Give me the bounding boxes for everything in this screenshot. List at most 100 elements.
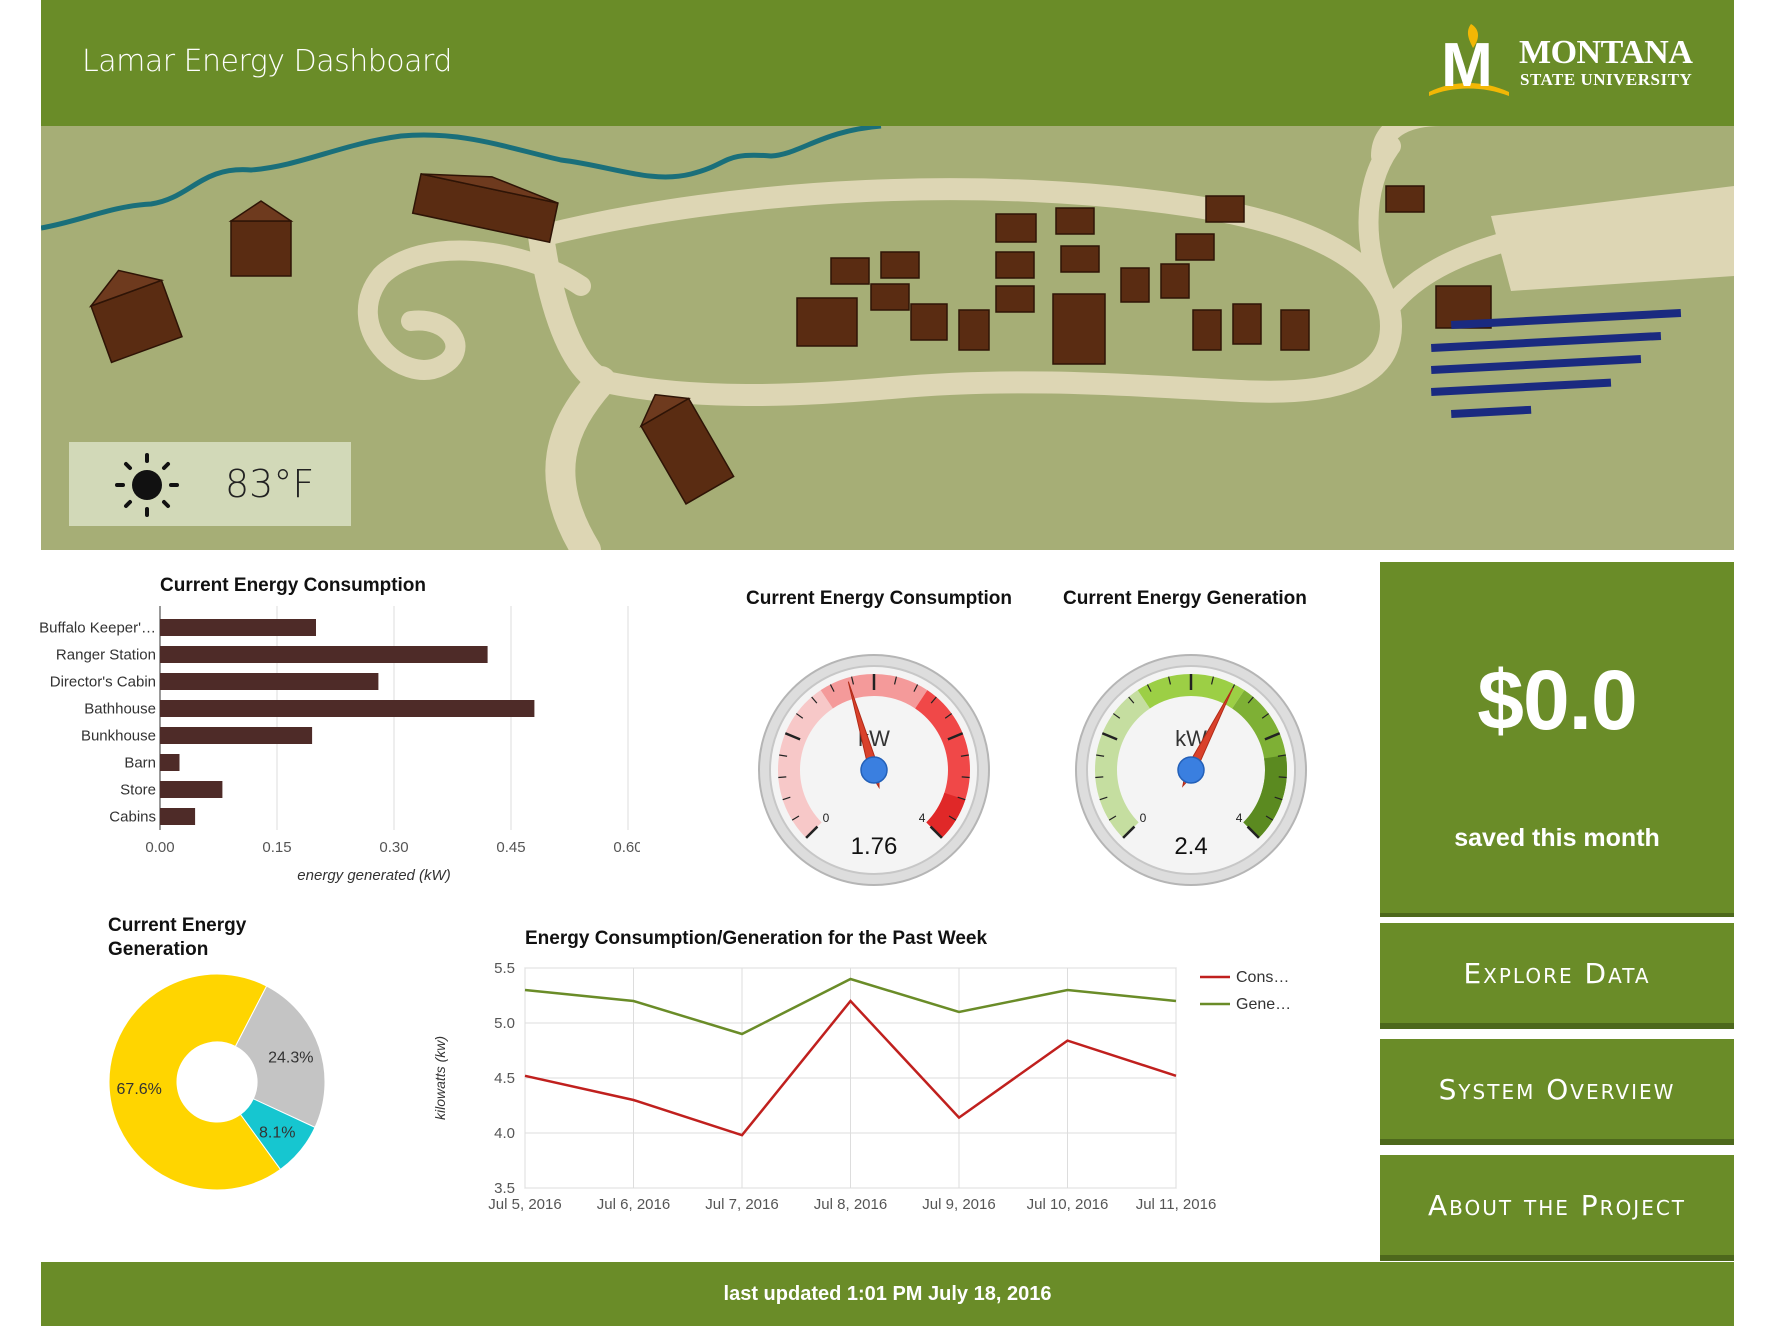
explore-data-button[interactable]: Explore Data (1380, 923, 1734, 1023)
line-chart-title: Energy Consumption/Generation for the Pa… (525, 928, 988, 949)
gauge-max-label: 4 (1236, 811, 1243, 825)
gauge-tick (1096, 754, 1105, 757)
gauge-band (1137, 674, 1245, 709)
bar (160, 781, 223, 798)
donut-slice-label: 24.3% (268, 1050, 313, 1067)
y-tick-label: 4.0 (494, 1125, 515, 1142)
y-tick-label: Store (120, 782, 156, 799)
gauge-tick (782, 796, 791, 801)
y-tick-label: Cabins (109, 809, 156, 826)
app-title: Lamar Energy Dashboard (82, 44, 452, 79)
gauge-tick (1247, 696, 1254, 704)
y-axis-label: kilowatts (kw) (432, 1036, 448, 1120)
bar-chart-title: Current Energy Consumption (160, 575, 427, 596)
gauge-tick (893, 676, 897, 685)
savings-panel: $0.0 saved this month (1380, 562, 1734, 913)
gauge-hub (860, 756, 888, 784)
system-overview-button[interactable]: System Overview (1380, 1039, 1734, 1139)
gauge-tick (1146, 684, 1152, 692)
gauge-tick (1264, 732, 1281, 741)
logo-subtitle: STATE UNIVERSITY (1520, 70, 1693, 89)
x-axis-label: energy generated (kW) (297, 867, 450, 884)
gauge-tick (960, 754, 969, 757)
x-tick-label: Jul 6, 2016 (597, 1196, 670, 1213)
roads (357, 126, 1734, 550)
donut-slice-label: 8.1% (259, 1125, 295, 1142)
gauge-tick (929, 825, 943, 839)
x-tick-label: 0.15 (262, 839, 291, 856)
x-tick-label: Jul 9, 2016 (922, 1196, 995, 1213)
donut-slice (234, 985, 326, 1129)
gauge-hub (1177, 756, 1205, 784)
bar (160, 619, 316, 636)
gauge-tick (1099, 796, 1108, 801)
y-tick-label: Buffalo Keeper'… (39, 620, 156, 637)
gauge-min-label: 0 (1140, 811, 1147, 825)
weather-widget: 83°F (69, 442, 351, 526)
savings-value: $0.0 (1477, 653, 1638, 747)
gauge-tick (778, 776, 787, 779)
gauge-tick (1261, 713, 1270, 719)
legend-label: Cons… (1236, 969, 1289, 986)
about-project-button[interactable]: About the Project (1380, 1155, 1734, 1255)
bar (160, 700, 535, 717)
series-line (524, 977, 1177, 1036)
gauge-tick (930, 696, 937, 704)
y-tick-label: Director's Cabin (50, 674, 156, 691)
gauge-tick (961, 776, 970, 779)
last-updated-text: last updated 1:01 PM July 18, 2016 (723, 1282, 1052, 1305)
gauge-tick (1277, 754, 1286, 757)
gauge-max-label: 4 (919, 811, 926, 825)
gauge-tick (1095, 776, 1104, 779)
gauge-tick (791, 815, 800, 821)
gauge-tick (829, 684, 835, 692)
gauge-generation-title: Current Energy Generation (1063, 588, 1307, 609)
gauge-tick (1274, 796, 1283, 801)
consumption-bar-chart: 0.00 0.15 0.30 0.45 0.60 Buffalo Keeper'… Rang… (39, 606, 640, 884)
gauge-tick (1278, 776, 1287, 779)
footer-bar: last updated 1:01 PM July 18, 2016 (41, 1262, 1734, 1326)
y-tick-label: 3.5 (494, 1180, 515, 1197)
gauge-tick (1128, 696, 1135, 704)
gauge-tick (1122, 825, 1136, 839)
gauge-consumption-title: Current Energy Consumption (746, 588, 1013, 609)
gauge-tick (851, 676, 855, 685)
gauge-tick (1112, 713, 1121, 719)
x-tick-label: 0.00 (145, 839, 174, 856)
legend-label: Gene… (1236, 996, 1291, 1013)
gauge-tick (957, 796, 966, 801)
series-line (524, 999, 1177, 1137)
gauge-tick (1108, 815, 1117, 821)
bar (160, 754, 180, 771)
bar (160, 673, 379, 690)
gauge-tick (1246, 825, 1260, 839)
gauge-min-label: 0 (823, 811, 830, 825)
gauge-tick (947, 732, 964, 741)
gauge-tick (913, 684, 919, 692)
gauge-value-label: 1.76 (851, 833, 898, 860)
logo-name: MONTANA (1519, 34, 1693, 71)
x-tick-label: Jul 10, 2016 (1027, 1196, 1109, 1213)
gauge-value-label: 2.4 (1174, 833, 1207, 860)
msu-logo-icon: M (1429, 24, 1509, 100)
gauge-band (1095, 690, 1150, 838)
gauge-tick (948, 815, 957, 821)
gauge-tick (1265, 815, 1274, 821)
weekly-line-chart: 3.5 4.0 4.5 5.0 5.5 Jul 5, 2016 Jul 6, 2016 Jul… (432, 960, 1291, 1213)
x-tick-label: Jul 7, 2016 (705, 1196, 778, 1213)
y-tick-label: Bunkhouse (81, 728, 156, 745)
savings-label: saved this month (1454, 824, 1660, 852)
generation-donut-chart: 67.6% 24.3% 8.1% (108, 973, 326, 1191)
gauge-band (778, 690, 833, 838)
sun-icon (115, 453, 179, 517)
y-tick-label: Bathhouse (84, 701, 156, 718)
river (41, 126, 882, 231)
x-tick-label: 0.45 (496, 839, 525, 856)
temperature-value: 83°F (225, 462, 315, 506)
bar (160, 646, 488, 663)
svg-text:M: M (1441, 31, 1493, 100)
x-tick-label: 0.60 (613, 839, 640, 856)
x-tick-label: Jul 5, 2016 (488, 1196, 561, 1213)
gauge-tick (811, 696, 818, 704)
